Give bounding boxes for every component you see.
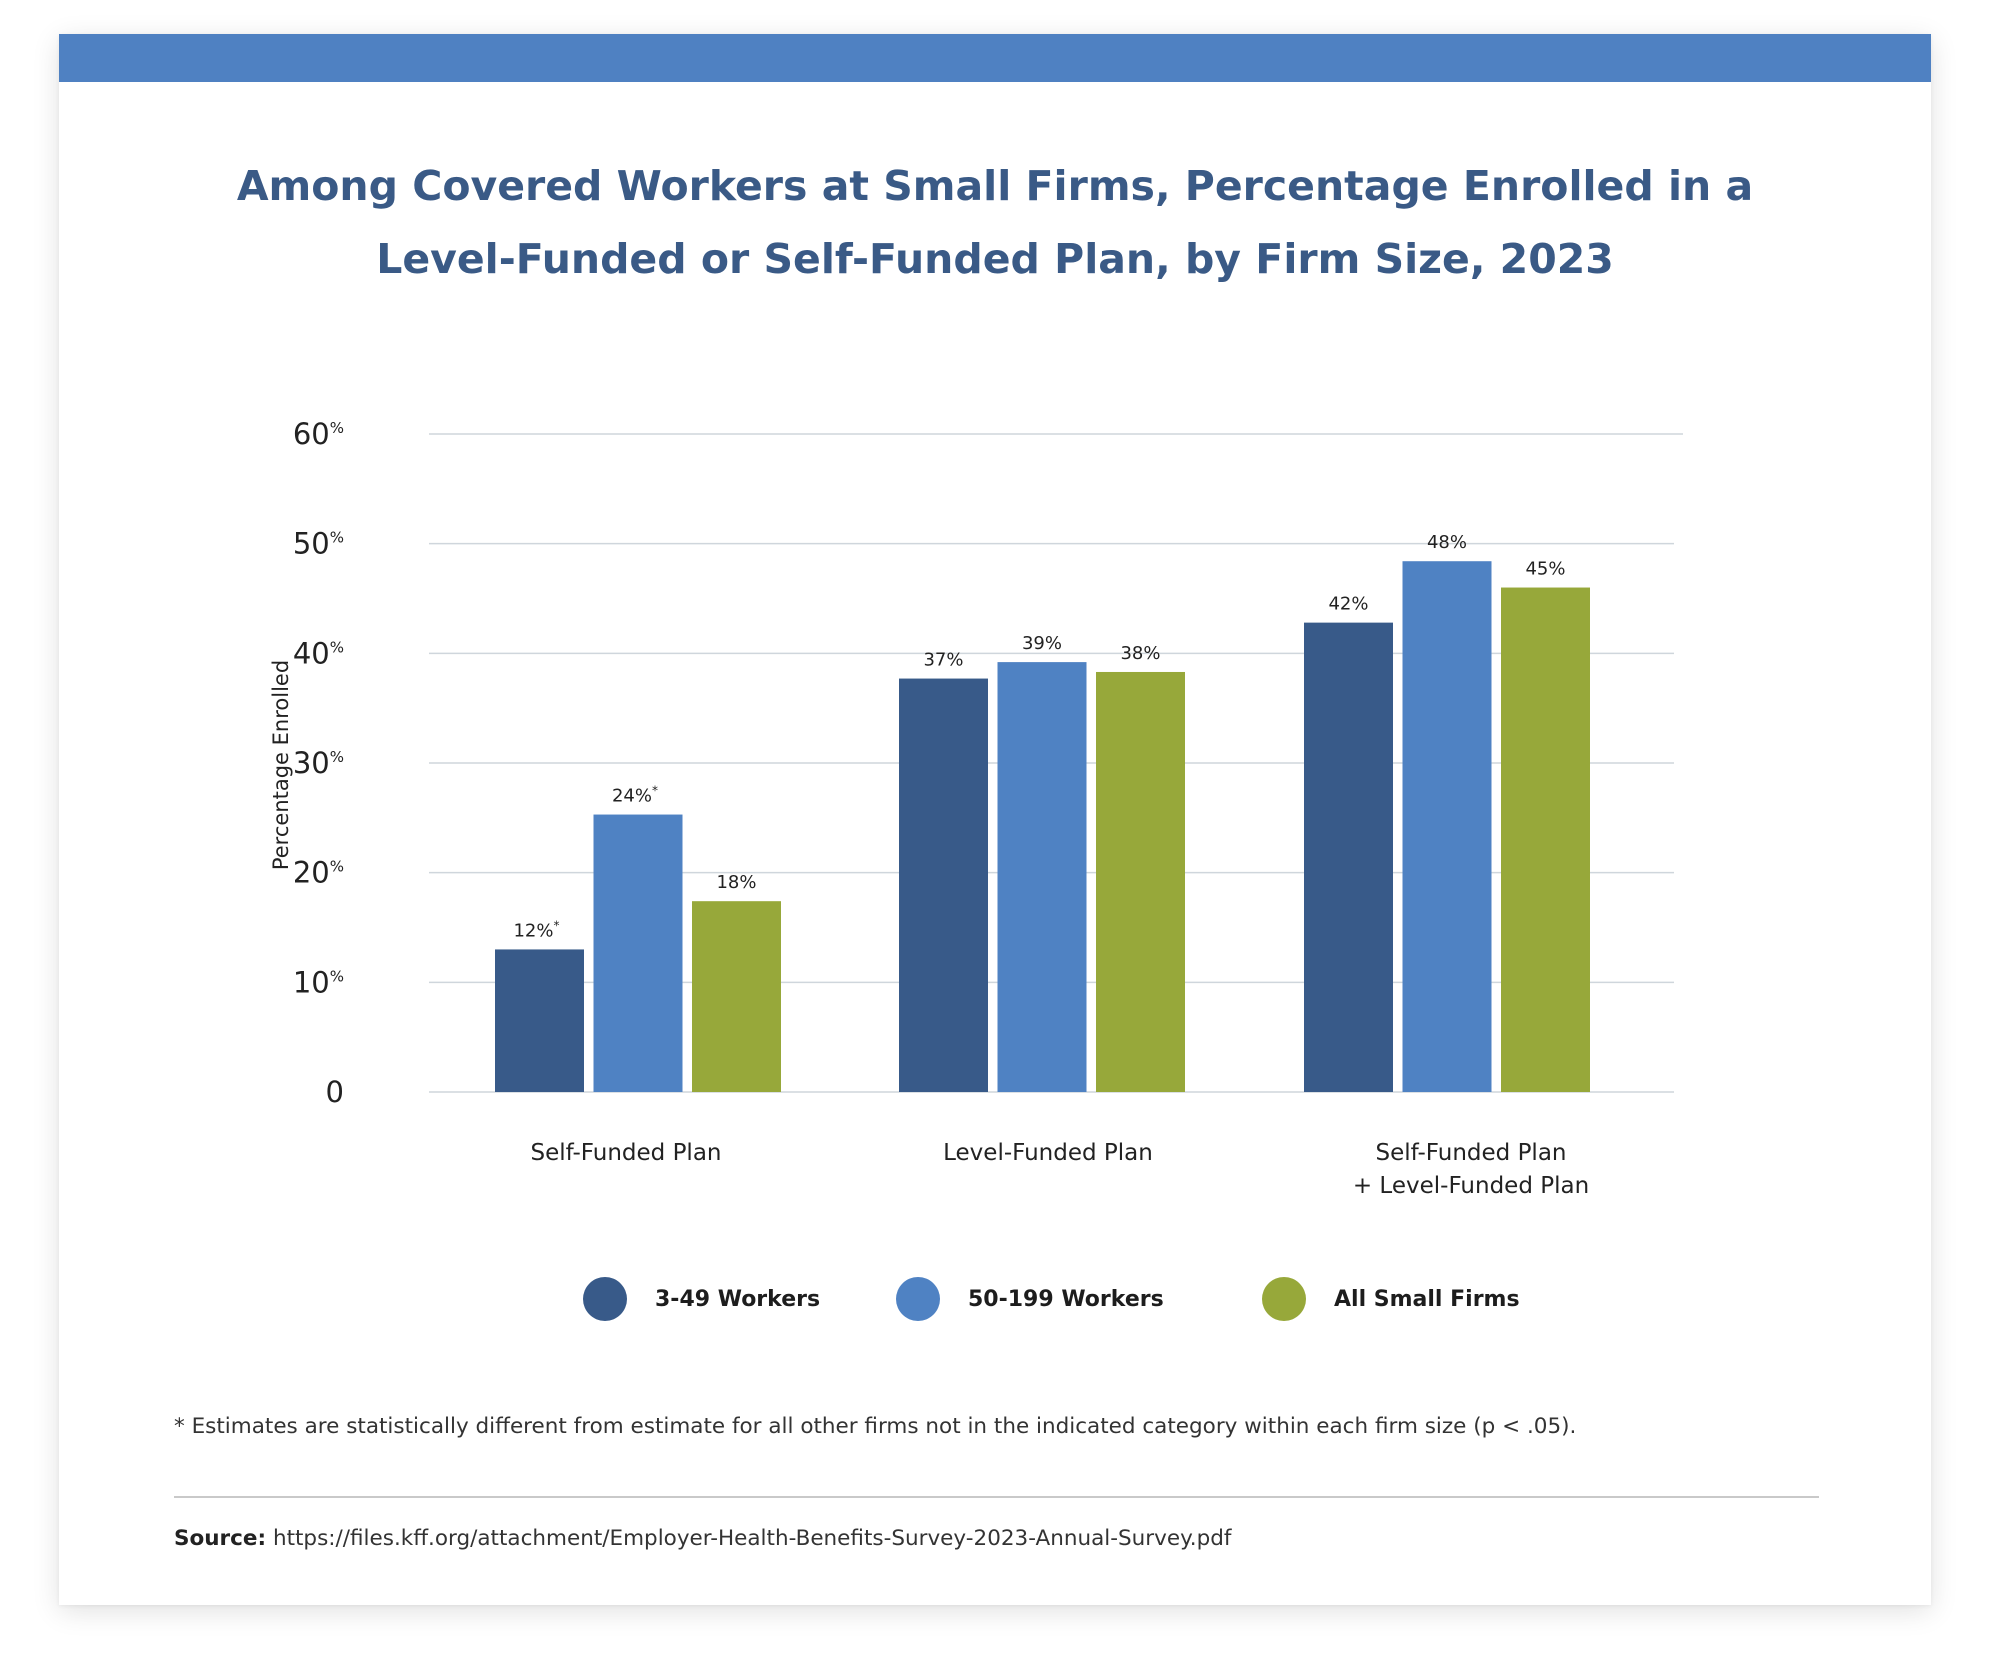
- data-label-value: 45%: [1525, 559, 1565, 580]
- legend-label: 50-199 Workers: [968, 1286, 1164, 1312]
- data-label-value: 38%: [1120, 643, 1160, 664]
- data-label-value: 37%: [923, 650, 963, 671]
- data-label: 39%: [1022, 633, 1062, 654]
- y-tick-label: 60%: [293, 417, 344, 451]
- x-category-label: Level-Funded Plan: [943, 1140, 1153, 1166]
- y-tick-unit: %: [330, 529, 344, 547]
- legend-item: 3-49 Workers: [583, 1275, 820, 1323]
- data-label-asterisk: *: [554, 918, 560, 932]
- legend-label: All Small Firms: [1334, 1286, 1520, 1312]
- y-tick-value: 40: [293, 636, 330, 670]
- chart-legend: 3-49 Workers 50-199 Workers All Small Firm…: [59, 1275, 1931, 1335]
- legend-swatch: [583, 1277, 627, 1321]
- bar: [1096, 671, 1185, 1092]
- data-label-value: 12%: [513, 920, 553, 941]
- y-tick-label: 20%: [293, 856, 344, 890]
- y-tick-value: 0: [326, 1075, 344, 1109]
- y-tick-label: 0: [326, 1075, 344, 1109]
- bar: [997, 662, 1087, 1092]
- data-label: 38%: [1120, 643, 1160, 664]
- y-tick-value: 60: [293, 417, 330, 451]
- bar: [1501, 587, 1590, 1092]
- chart-title: Among Covered Workers at Small Firms, Pe…: [236, 162, 1754, 283]
- legend-label: 3-49 Workers: [655, 1286, 821, 1312]
- y-tick-label: 40%: [293, 636, 344, 670]
- source-label: Source:: [174, 1526, 267, 1551]
- legend-swatch: [896, 1277, 940, 1321]
- data-label: 18%: [716, 872, 756, 893]
- data-label: 37%: [923, 650, 963, 671]
- x-category-label: + Level-Funded Plan: [1353, 1173, 1589, 1199]
- legend-item: 50-199 Workers: [896, 1275, 1164, 1323]
- bar-chart: 010%20%30%40%50%60%Percentage Enrolled12…: [269, 417, 1683, 1199]
- chart-card: Among Covered Workers at Small Firms, Pe…: [59, 34, 1931, 1605]
- data-label-value: 48%: [1427, 532, 1467, 553]
- y-tick-unit: %: [330, 419, 344, 437]
- bar: [495, 949, 584, 1092]
- bar: [1304, 622, 1393, 1092]
- y-axis-title: Percentage Enrolled: [269, 660, 293, 870]
- bar: [593, 814, 683, 1092]
- y-tick-label: 10%: [293, 965, 344, 999]
- y-tick-label: 50%: [293, 527, 344, 561]
- y-tick-value: 20: [293, 856, 330, 890]
- data-label: 24%*: [612, 784, 658, 807]
- data-label: 12%*: [513, 918, 559, 941]
- x-category-label: Self-Funded Plan: [1376, 1140, 1567, 1166]
- y-tick-unit: %: [330, 858, 344, 876]
- bar: [692, 901, 781, 1092]
- data-label-value: 24%: [612, 786, 652, 807]
- y-tick-value: 50: [293, 527, 330, 561]
- data-label: 48%: [1427, 532, 1467, 553]
- footnote: * Estimates are statistically different …: [174, 1414, 1577, 1439]
- data-label: 45%: [1525, 559, 1565, 580]
- source-line: Source: https://files.kff.org/attachment…: [174, 1526, 1874, 1551]
- y-tick-value: 30: [293, 746, 330, 780]
- data-label-value: 39%: [1022, 633, 1062, 654]
- source-url: https://files.kff.org/attachment/Employe…: [272, 1526, 1232, 1551]
- bar: [899, 678, 988, 1092]
- data-label-value: 18%: [716, 872, 756, 893]
- legend-item: All Small Firms: [1262, 1275, 1520, 1323]
- bar: [1402, 561, 1492, 1092]
- y-tick-value: 10: [293, 965, 330, 999]
- footer-divider: [174, 1496, 1819, 1498]
- y-tick-unit: %: [330, 638, 344, 656]
- y-tick-label: 30%: [293, 746, 344, 780]
- data-label-asterisk: *: [652, 784, 658, 798]
- data-label-value: 42%: [1328, 594, 1368, 615]
- legend-swatch: [1262, 1277, 1306, 1321]
- top-accent-bar: [59, 34, 1931, 82]
- data-label: 42%: [1328, 594, 1368, 615]
- y-tick-unit: %: [330, 748, 344, 766]
- x-category-label: Self-Funded Plan: [531, 1140, 722, 1166]
- y-tick-unit: %: [330, 967, 344, 985]
